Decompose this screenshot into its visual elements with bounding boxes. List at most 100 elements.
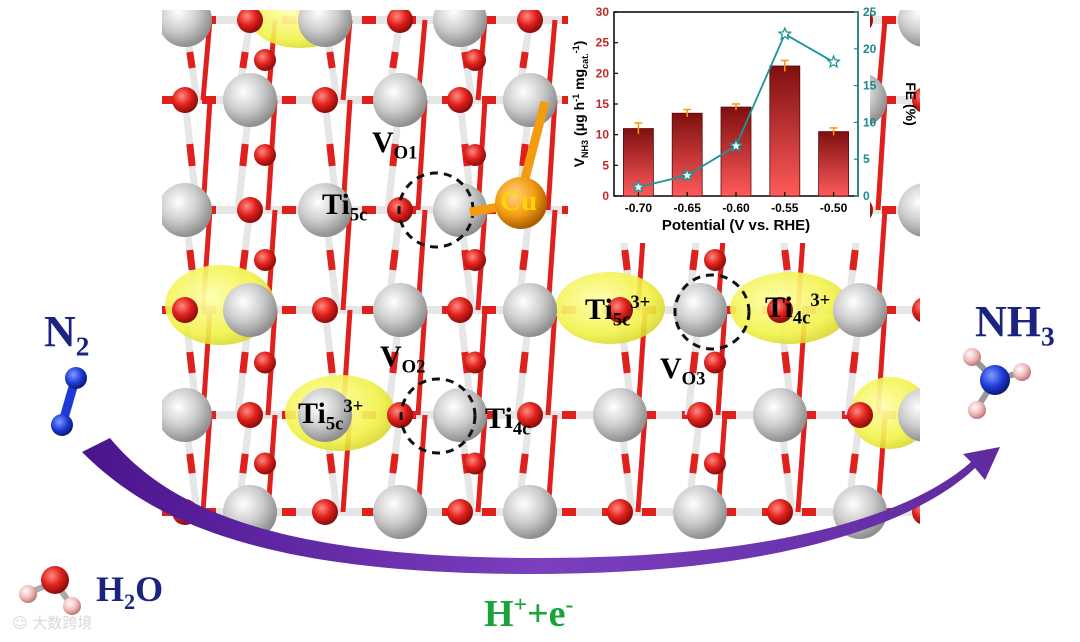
- ti-atom: [503, 283, 557, 337]
- ti-atom: [298, 183, 352, 237]
- ti-atom: [433, 10, 487, 47]
- bar: [769, 65, 801, 197]
- label-cu: Cu: [500, 185, 538, 217]
- o-atom: [607, 499, 633, 525]
- label-h2o: H2O: [96, 569, 164, 614]
- fe-point: [728, 138, 744, 153]
- x-tick-label: -0.55: [771, 201, 799, 215]
- ti-atom: [162, 183, 212, 237]
- nh3-molecule: [963, 348, 1031, 419]
- o-atom: [517, 402, 543, 428]
- o-atom: [704, 249, 726, 271]
- oxygen-vacancy-marker: [673, 273, 751, 351]
- ti-atom: [673, 485, 727, 539]
- o-atom: [912, 298, 920, 322]
- o-atom: [847, 402, 873, 428]
- o-atom: [607, 297, 633, 323]
- x-tick-label: -0.70: [625, 201, 653, 215]
- y-tick-label: 0: [602, 189, 609, 203]
- o-atom: [464, 452, 486, 475]
- o-atom: [312, 87, 338, 113]
- y-tick-label: 25: [596, 36, 610, 50]
- o-atom: [464, 351, 486, 374]
- ti-atom: [162, 388, 212, 442]
- label-vo2: VO2: [380, 340, 426, 378]
- fe-point: [631, 179, 646, 194]
- o-atom: [929, 453, 951, 475]
- fe-point: [777, 26, 793, 41]
- ti-atom: [223, 283, 277, 337]
- o-atom: [929, 144, 951, 166]
- o-atom: [929, 249, 951, 271]
- bar: [671, 112, 703, 197]
- inset-chart: 0 5 10 15 20 25 30 0 5 10 15 20 25 -0.70 -0.65 -0.60 -0.…: [568, 3, 919, 243]
- fe-point: [679, 167, 695, 182]
- o-atom: [254, 452, 276, 475]
- y-tick-label: 10: [596, 128, 610, 142]
- o-atom: [254, 249, 276, 271]
- cu-atom: [469, 100, 550, 229]
- ti-atom: [833, 283, 887, 337]
- o-atom: [254, 49, 276, 71]
- oxygen-vacancy-marker: [399, 377, 477, 455]
- y-tick-label: 20: [596, 66, 610, 80]
- spin-density-cloud: [850, 377, 920, 449]
- o-atom: [387, 10, 413, 33]
- y-right-tick-label: 5: [863, 152, 870, 166]
- label-nh3: NH3: [975, 297, 1055, 352]
- chart-background: [568, 3, 870, 243]
- label-proton-electron: H++e-: [484, 592, 574, 636]
- ti-atom: [433, 388, 487, 442]
- label-ti4c-mid: Ti4c3+: [765, 290, 831, 329]
- o-atom: [172, 297, 198, 323]
- n2-molecule: [51, 367, 87, 436]
- o-atom: [912, 88, 920, 112]
- ti-atom: [373, 73, 427, 127]
- ti-atom: [373, 283, 427, 337]
- y-axis-label: VNH3 (μg h-1 mgcat.-1): [571, 41, 590, 168]
- ti-atom: [298, 388, 352, 442]
- ti-atom: [223, 73, 277, 127]
- h2o-molecule: [19, 566, 81, 615]
- fe-point: [826, 54, 841, 69]
- o-atom: [312, 499, 338, 525]
- y-right-tick-label: 25: [863, 5, 877, 19]
- y-right-tick-label: 0: [863, 189, 870, 203]
- label-vo1: VO1: [372, 126, 418, 164]
- label-ti5c-top: Ti5c: [322, 188, 368, 226]
- o-atom: [464, 249, 486, 271]
- o-atom: [447, 297, 473, 323]
- y-tick-label: 5: [602, 158, 609, 172]
- o-atom: [172, 87, 198, 113]
- o-atom: [254, 144, 276, 166]
- ti-atom: [373, 485, 427, 539]
- o-atom: [929, 49, 951, 71]
- y-right-tick-label: 10: [863, 115, 877, 129]
- o-atom: [447, 499, 473, 525]
- x-tick-label: -0.50: [820, 201, 848, 215]
- ti-atom: [433, 183, 487, 237]
- o-atom: [237, 197, 263, 223]
- y-right-tick-label: 15: [863, 79, 877, 93]
- ti-atom: [673, 283, 727, 337]
- o-atom: [254, 351, 276, 374]
- watermark-icon: ☺: [12, 614, 33, 632]
- o-atom: [464, 144, 486, 166]
- y-right-axis-label: FE (%): [903, 82, 919, 126]
- ti-atom: [298, 10, 352, 47]
- ti-atom: [503, 485, 557, 539]
- x-tick-label: -0.65: [674, 201, 702, 215]
- o-atom: [687, 402, 713, 428]
- y-tick-label: 30: [596, 5, 610, 19]
- label-n2: N2: [44, 307, 90, 362]
- watermark: ☺ 大数跨境: [12, 614, 93, 632]
- x-axis-label: Potential (V vs. RHE): [662, 217, 810, 234]
- o-atom: [517, 10, 543, 33]
- o-atom: [447, 87, 473, 113]
- o-atom: [312, 297, 338, 323]
- label-ti5c-mid: Ti5c3+: [585, 292, 651, 331]
- o-atom: [767, 499, 793, 525]
- o-atom: [929, 352, 951, 374]
- ti-atom: [898, 388, 920, 442]
- o-atom: [704, 351, 726, 374]
